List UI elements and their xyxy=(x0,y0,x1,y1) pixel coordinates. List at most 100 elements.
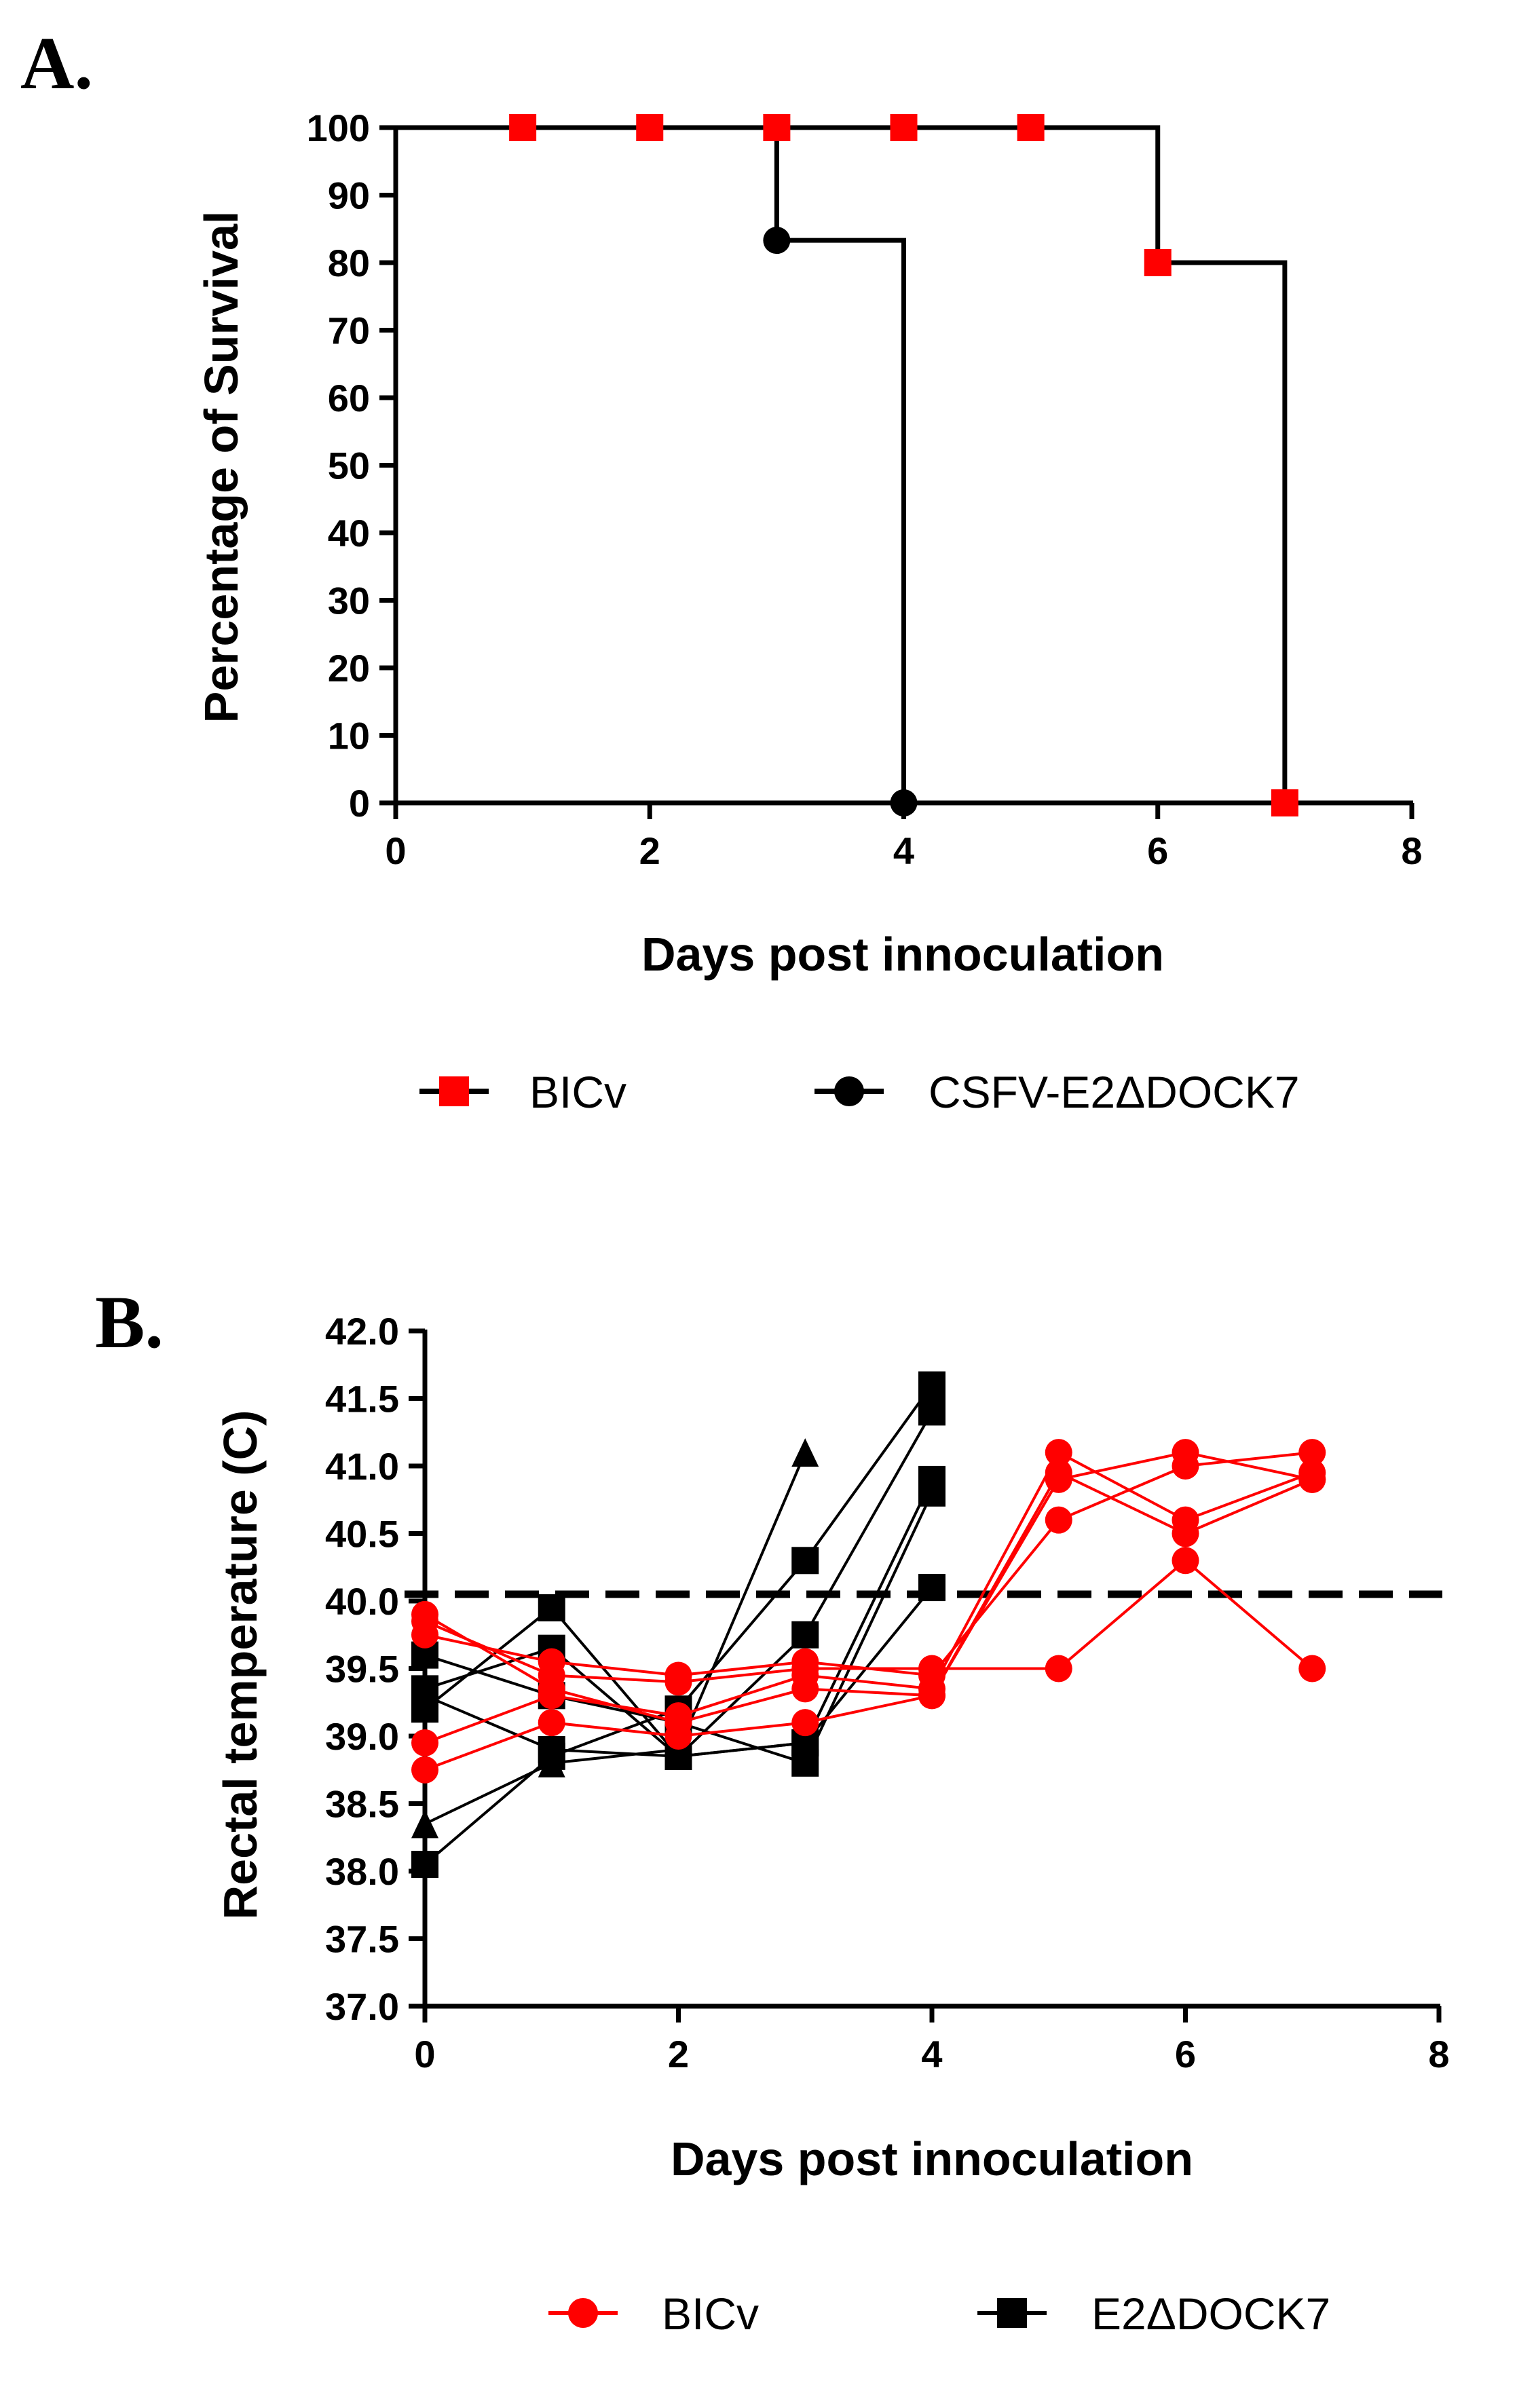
data-point xyxy=(411,1729,438,1756)
data-point xyxy=(538,1682,565,1710)
legend-item-csfv-e2-dock7: CSFV-E2ΔDOCK7 xyxy=(814,1067,1300,1117)
data-point xyxy=(791,1709,819,1737)
data-point xyxy=(538,1735,565,1763)
data-point xyxy=(1144,249,1172,276)
animal-temperature-line xyxy=(424,1452,807,1826)
legend-item-e2-dock7: E2ΔDOCK7 xyxy=(977,2289,1330,2339)
panel-b-y-axis-title: Rectal temperature (C) xyxy=(214,1410,267,1920)
x-tick-label: 8 xyxy=(1428,2033,1449,2075)
data-point xyxy=(538,1648,565,1676)
data-point xyxy=(411,1809,438,1839)
data-point xyxy=(664,1661,692,1689)
x-tick-label: 6 xyxy=(1175,2033,1196,2075)
y-tick-label: 37.5 xyxy=(325,1918,399,1961)
data-point xyxy=(1017,114,1045,141)
data-point xyxy=(1045,1439,1072,1467)
series-bicv xyxy=(396,114,1412,816)
data-point xyxy=(1298,1439,1326,1467)
panel-a-x-ticks: 0 2 4 6 8 xyxy=(385,803,1423,872)
series-bicv xyxy=(411,1439,1326,1784)
panel-a-label: A. xyxy=(20,22,93,105)
data-point xyxy=(1172,1547,1199,1575)
panel-a-x-axis-title: Days post innoculation xyxy=(641,928,1164,981)
data-point xyxy=(890,114,918,141)
panel-a-survival-chart: A. 0 2 4 6 8 0 10 20 30 40 50 60 70 80 90 100 Days pos… xyxy=(20,22,1423,1117)
data-point xyxy=(918,1574,945,1602)
y-tick-label: 70 xyxy=(328,309,370,352)
y-tick-label: 42.0 xyxy=(325,1310,399,1353)
panel-b-x-axis-title: Days post innoculation xyxy=(671,2132,1193,2185)
data-point xyxy=(1298,1655,1326,1682)
panel-b-x-ticks: 0 2 4 6 8 xyxy=(414,2006,1450,2075)
y-tick-label: 60 xyxy=(328,377,370,419)
data-point xyxy=(538,1709,565,1737)
data-point xyxy=(890,789,918,816)
panel-b-series xyxy=(411,1371,1326,1879)
data-point xyxy=(1172,1506,1199,1534)
data-point xyxy=(918,1398,945,1426)
data-point xyxy=(763,114,791,141)
data-point xyxy=(1045,1506,1072,1534)
legend-bicv-temp-circle-marker xyxy=(568,2298,598,2328)
data-point xyxy=(411,1851,438,1879)
data-point xyxy=(791,1547,819,1575)
data-point xyxy=(411,1600,438,1628)
legend-item-bicv-temp: BICv xyxy=(548,2289,759,2339)
y-tick-label: 41.0 xyxy=(325,1445,399,1488)
y-tick-label: 40.0 xyxy=(325,1580,399,1623)
y-tick-label: 10 xyxy=(328,715,370,757)
animal-temperature-line xyxy=(424,1471,1313,1725)
panel-b-label: B. xyxy=(95,1281,164,1363)
legend-bicv-label: BICv xyxy=(529,1067,626,1117)
data-point xyxy=(411,1682,438,1710)
legend-bicv-square-marker xyxy=(439,1076,469,1106)
x-tick-label: 8 xyxy=(1401,829,1422,872)
data-point xyxy=(1298,1465,1326,1493)
data-point xyxy=(1172,1439,1199,1467)
data-point xyxy=(791,1621,819,1649)
y-tick-label: 39.5 xyxy=(325,1648,399,1691)
data-point xyxy=(918,1479,945,1507)
animal-temperature-line xyxy=(424,1450,1313,1744)
y-tick-label: 20 xyxy=(328,647,370,690)
data-point xyxy=(1045,1465,1072,1493)
animal-temperature-line xyxy=(424,1451,1313,1677)
y-tick-label: 38.0 xyxy=(325,1850,399,1893)
y-tick-label: 40 xyxy=(328,512,370,554)
panel-a-legend: BICv CSFV-E2ΔDOCK7 xyxy=(419,1067,1300,1117)
legend-item-bicv: BICv xyxy=(419,1067,626,1117)
data-point xyxy=(509,114,537,141)
data-point xyxy=(1045,1655,1072,1682)
data-point xyxy=(918,1682,945,1710)
data-point xyxy=(664,1723,692,1750)
x-tick-label: 4 xyxy=(893,829,914,872)
y-tick-label: 80 xyxy=(328,242,370,284)
legend-bicv-temp-label: BICv xyxy=(662,2289,759,2339)
panel-b-y-ticks: 37.0 37.5 38.0 38.5 39.0 39.5 40.0 40.5 41.0 41.5… xyxy=(325,1310,425,2028)
animal-2 xyxy=(411,1439,1326,1689)
x-tick-label: 4 xyxy=(921,2033,942,2075)
data-point xyxy=(791,1438,819,1467)
y-tick-label: 90 xyxy=(328,174,370,217)
x-tick-label: 2 xyxy=(668,2033,689,2075)
data-point xyxy=(664,1702,692,1730)
legend-e2-dock7-square-marker xyxy=(997,2298,1027,2328)
panel-a-y-ticks: 0 10 20 30 40 50 60 70 80 90 100 xyxy=(307,107,396,825)
legend-csfv-label: CSFV-E2ΔDOCK7 xyxy=(929,1067,1300,1117)
panel-b-legend: BICv E2ΔDOCK7 xyxy=(548,2289,1330,2339)
y-tick-label: 39.0 xyxy=(325,1715,399,1758)
panel-a-y-axis-title: Percentage of Survival xyxy=(195,211,248,723)
legend-csfv-circle-marker xyxy=(834,1076,864,1106)
y-tick-label: 50 xyxy=(328,445,370,487)
x-tick-label: 0 xyxy=(385,829,406,872)
legend-e2-dock7-label: E2ΔDOCK7 xyxy=(1091,2289,1330,2339)
data-point xyxy=(411,1756,438,1784)
panel-a-series xyxy=(396,114,1412,816)
data-point xyxy=(763,227,791,255)
y-tick-label: 40.5 xyxy=(325,1513,399,1556)
y-tick-label: 41.5 xyxy=(325,1378,399,1421)
x-tick-label: 0 xyxy=(414,2033,435,2075)
x-tick-label: 2 xyxy=(639,829,660,872)
data-point xyxy=(538,1594,565,1621)
y-tick-label: 37.0 xyxy=(325,1985,399,2028)
